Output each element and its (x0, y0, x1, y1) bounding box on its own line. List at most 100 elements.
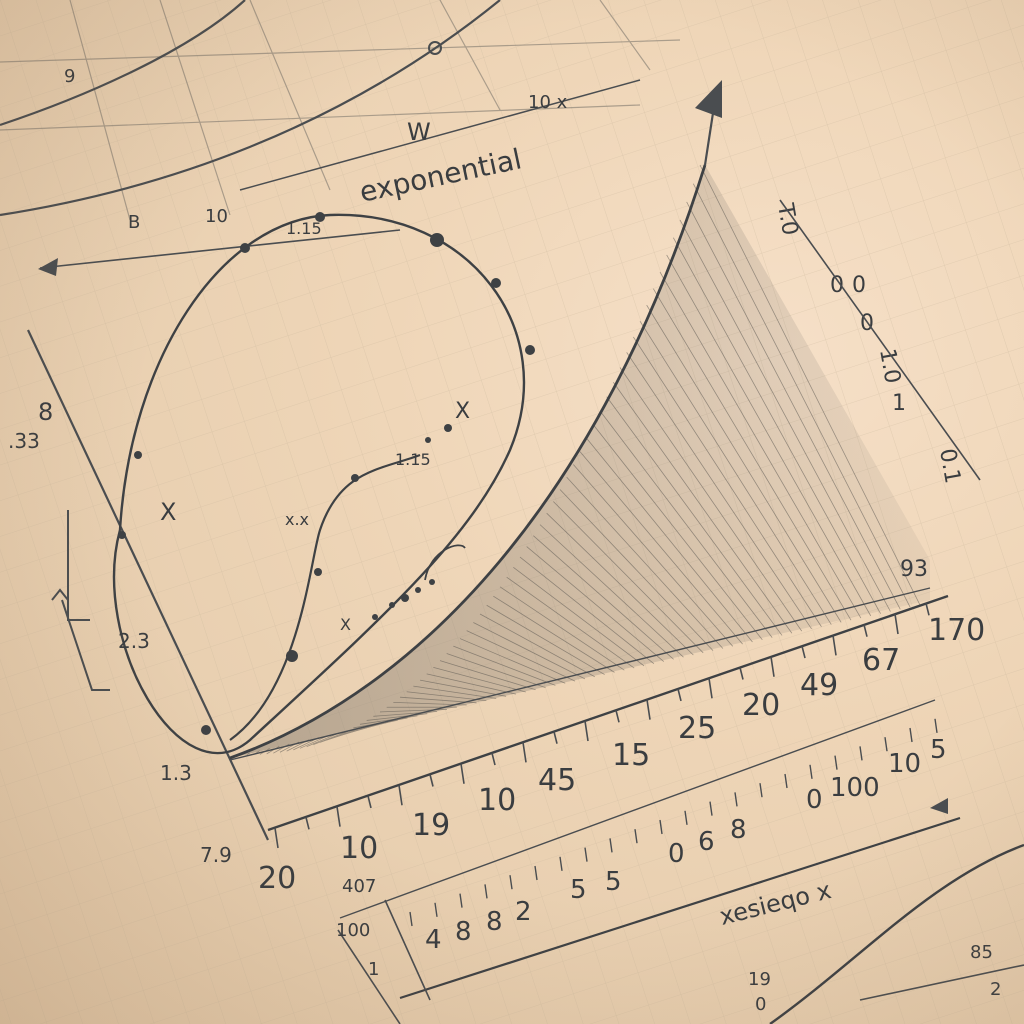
axis1-tick (305, 817, 310, 830)
bottom-right-curve (769, 843, 1024, 1024)
hatch-line (519, 556, 655, 665)
hatch-line (606, 396, 783, 636)
top-labels: 9 B 10 W 10 x (64, 66, 568, 233)
axis2-tick-label: 6 (698, 827, 715, 857)
axis2-tick-label: 0 (668, 839, 685, 869)
right-label: 93 (900, 557, 928, 582)
axis2-tick (684, 810, 688, 825)
axis2-tick (434, 902, 438, 917)
hatch-line (313, 730, 349, 745)
x-axis-2-ticks (409, 718, 938, 927)
axis1-tick-label: 67 (862, 643, 900, 678)
axis1-tick-label: 170 (928, 613, 985, 648)
axis2-tick (609, 838, 613, 853)
axis2-tick (909, 727, 913, 743)
left-bracket (51, 510, 110, 691)
hatch-line (626, 352, 812, 630)
axis2-tick-label: 5 (605, 867, 622, 897)
hatch-line (639, 320, 832, 625)
bottom-right-axis (859, 964, 1024, 1001)
top-label: 9 (64, 66, 75, 87)
x-axis-2-labels: 4 8 8 2 5 5 0 6 8 0 100 10 5 (425, 735, 947, 955)
hatch-line (439, 660, 536, 691)
right-label: T.0 (772, 201, 802, 238)
axis1-tick (770, 656, 775, 677)
left-labels: 8 .33 2.3 1.3 7.9 (8, 398, 232, 867)
axis2-tick (659, 819, 663, 835)
hatch-line (679, 219, 891, 612)
hatch-line (453, 645, 556, 686)
axis2-tick (709, 801, 713, 816)
shaded-hatching (246, 164, 921, 756)
left-label: 2.3 (118, 629, 150, 653)
hatch-line (359, 715, 418, 725)
left-label: 8 (38, 398, 53, 426)
axis2-tick (584, 847, 588, 862)
hatch-line (619, 367, 803, 632)
hatch-line (652, 288, 852, 621)
axis1-tick (925, 603, 930, 616)
hatch-line (526, 546, 665, 662)
hatch-line (493, 595, 615, 673)
right-label: 0 (852, 273, 866, 298)
bottom-label: 100 (336, 920, 370, 941)
x-axis-1-inner (229, 587, 931, 761)
bottom-ruler (337, 899, 431, 1024)
axis2-tick (409, 911, 413, 927)
top-label: W (407, 118, 431, 146)
hatch-line (646, 304, 842, 623)
hatch-line (539, 524, 684, 658)
axis2-tick (934, 718, 938, 733)
axis1-tick (832, 635, 837, 656)
hatch-line (246, 752, 251, 756)
axis1-tick (894, 613, 899, 635)
inner-curve (229, 453, 421, 741)
bottom-label: 85 (970, 942, 993, 963)
axis2-tick (809, 764, 813, 779)
bottom-label: 2 (990, 979, 1001, 1000)
hatch-line (599, 410, 773, 638)
axis2-tick (559, 856, 563, 871)
axis1-tick (274, 827, 279, 849)
hatch-line (566, 476, 724, 649)
axis2-tick-label: 10 (888, 749, 921, 779)
hatch-line (559, 489, 714, 651)
axis2-tick (734, 792, 738, 807)
axis1-tick (739, 667, 744, 680)
curve-labels: 1.15 X X 1.15 x.x X (160, 219, 470, 634)
hatch-line (686, 201, 901, 610)
axis1-tick (491, 752, 496, 766)
axis2-tick (484, 884, 488, 899)
bottom-label: 0 (755, 994, 766, 1015)
axis1-tick (801, 645, 806, 659)
x-axis-1-ticks (274, 603, 930, 849)
right-label: 0 (830, 273, 844, 298)
hatch-line (553, 501, 704, 654)
hatch-line (546, 512, 694, 656)
right-label: 0.1 (934, 447, 965, 486)
axis2-tick (459, 893, 463, 908)
hatch-line (586, 438, 753, 643)
left-arrowhead (38, 258, 58, 276)
x-axis-1-labels: 20 10 19 10 45 15 25 20 49 67 170 (258, 613, 985, 896)
right-axis (779, 199, 981, 481)
y-axis (27, 329, 269, 841)
hatch-line (433, 666, 526, 693)
axis1-tick-label: 25 (678, 711, 716, 746)
upper-axis (239, 79, 641, 191)
left-label: 7.9 (200, 843, 232, 867)
axis2-tick (534, 865, 538, 881)
x-axis-2-top (339, 699, 936, 919)
hatch-line (366, 713, 428, 721)
hatch-line (692, 183, 911, 608)
hatch-line (632, 336, 822, 627)
axis2-tick-label: 5 (570, 875, 587, 905)
axis2-tick (834, 755, 838, 770)
axis1-tick (615, 710, 620, 723)
axis2-tick (634, 829, 638, 844)
hatch-line (466, 630, 576, 682)
hatch-line (672, 237, 881, 614)
curve-label: X (340, 615, 351, 634)
axis1-tick-label: 49 (800, 668, 838, 703)
